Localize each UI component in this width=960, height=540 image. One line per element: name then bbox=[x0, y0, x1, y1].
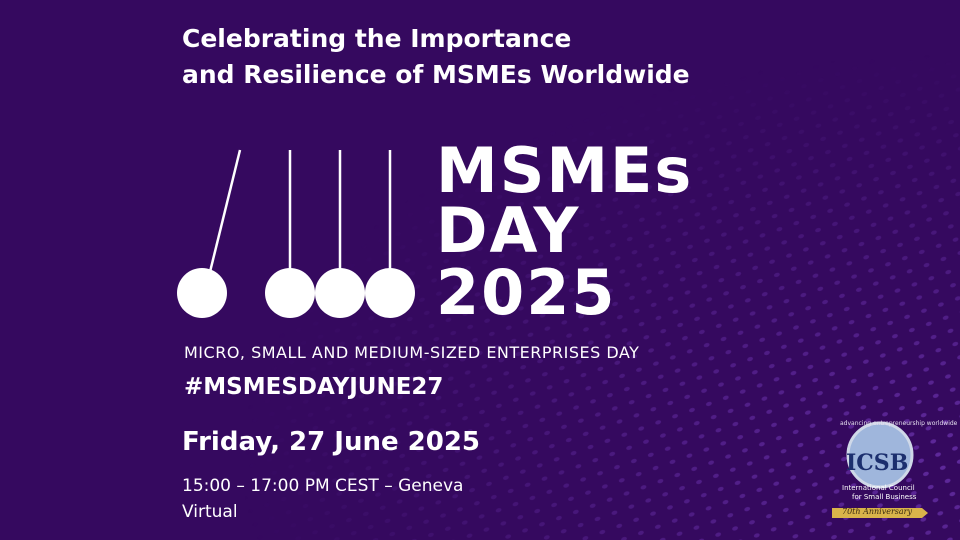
event-title: MSMEs bbox=[436, 134, 694, 207]
event-title: 2025 bbox=[436, 256, 617, 329]
headline: and Resilience of MSMEs Worldwide bbox=[182, 60, 690, 89]
logo-name: for Small Business bbox=[852, 493, 917, 501]
logo-acronym: ICSB bbox=[846, 450, 909, 476]
cradle-balls bbox=[177, 268, 415, 318]
logo-name: International Council bbox=[842, 484, 915, 492]
logo-anniversary: 70th Anniversary bbox=[842, 507, 913, 516]
date: Friday, 27 June 2025 bbox=[182, 427, 481, 457]
time: 15:00 – 17:00 PM CEST – Geneva bbox=[182, 476, 464, 496]
event-title: DAY bbox=[436, 194, 581, 267]
newtons-cradle bbox=[206, 149, 392, 281]
hashtag: #MSMESDAYJUNE27 bbox=[184, 374, 444, 400]
subtitle: MICRO, SMALL AND MEDIUM-SIZED ENTERPRISE… bbox=[184, 343, 640, 362]
format: Virtual bbox=[182, 502, 238, 522]
logo-motto: advancing entrepreneurship worldwide bbox=[840, 420, 958, 427]
logo bbox=[832, 421, 928, 518]
headline: Celebrating the Importance bbox=[182, 24, 572, 53]
